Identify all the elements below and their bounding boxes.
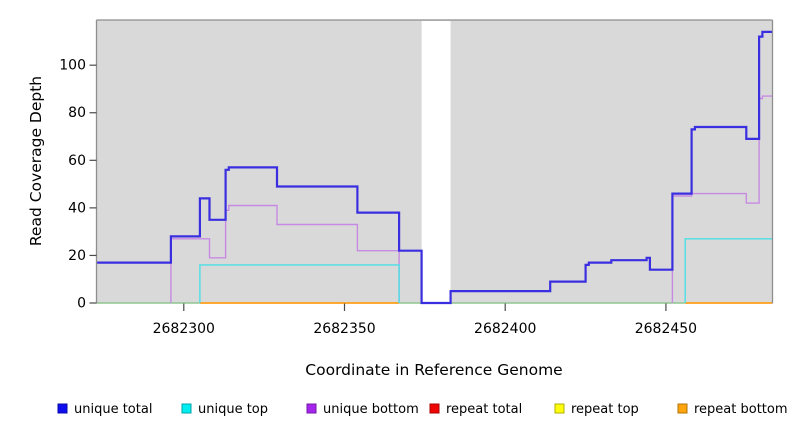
legend-label-repeat-bottom: repeat bottom <box>694 402 788 417</box>
x-tick-label: 2682300 <box>153 321 215 337</box>
series-line-unique-top <box>684 238 772 303</box>
legend-swatch-repeat-top <box>554 403 565 414</box>
x-tick-label: 2682450 <box>635 321 697 337</box>
x-tick-label: 2682400 <box>474 321 536 337</box>
legend-label-unique-total: unique total <box>74 402 152 417</box>
y-tick-label: 40 <box>68 200 86 216</box>
legend-swatch-repeat-bottom <box>677 403 688 414</box>
legend-swatch-unique-top <box>181 403 192 414</box>
y-tick-label: 80 <box>68 105 86 121</box>
legend-label-repeat-total: repeat total <box>446 402 522 417</box>
legend-label-unique-top: unique top <box>198 402 268 417</box>
legend-swatch-unique-total <box>57 403 68 414</box>
legend-label-repeat-top: repeat top <box>571 402 639 417</box>
y-tick-label: 100 <box>59 58 86 74</box>
series-line-unique-bottom <box>170 204 400 303</box>
x-axis-title: Coordinate in Reference Genome <box>305 361 563 379</box>
x-tick-label: 2682350 <box>313 321 375 337</box>
legend-swatch-unique-bottom <box>306 403 317 414</box>
y-tick-label: 20 <box>68 248 86 264</box>
series-line-unique-top <box>199 264 400 303</box>
y-axis-title: Read Coverage Depth <box>27 75 45 247</box>
legend-swatch-repeat-total <box>429 403 440 414</box>
gap-band <box>421 21 451 304</box>
series-line-unique-bottom <box>671 95 772 303</box>
y-tick-label: 0 <box>77 296 86 312</box>
series-line-unique-total <box>97 30 772 305</box>
legend-label-unique-bottom: unique bottom <box>323 402 419 417</box>
y-tick-label: 60 <box>68 153 86 169</box>
